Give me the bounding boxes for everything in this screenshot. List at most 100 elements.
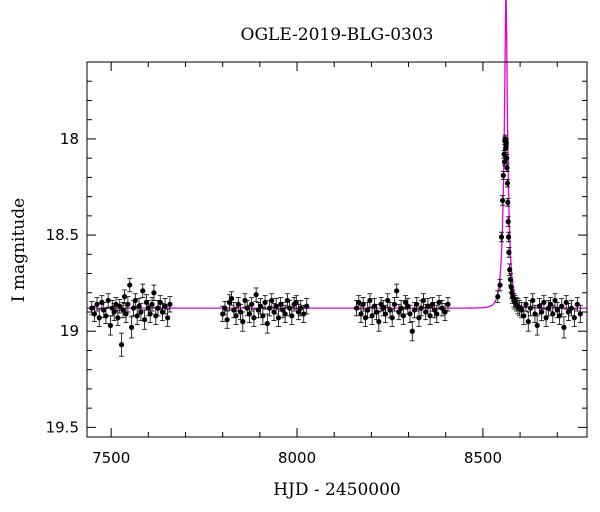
data-point — [120, 307, 126, 313]
data-point — [547, 301, 554, 307]
data-point — [398, 305, 404, 311]
data-point — [115, 315, 121, 321]
data-point — [407, 311, 413, 317]
data-point — [400, 313, 406, 319]
data-point — [396, 309, 402, 315]
data-point — [423, 309, 429, 315]
data-point — [140, 288, 146, 294]
data-point — [255, 307, 261, 313]
data-point — [264, 320, 270, 327]
data-point — [123, 311, 129, 317]
data-point — [162, 303, 168, 309]
data-point — [365, 307, 371, 313]
data-point — [293, 299, 299, 305]
data-point — [389, 315, 395, 321]
y-tick-label: 19.5 — [46, 418, 79, 436]
y-axis-label: I magnitude — [9, 198, 29, 302]
plot-frame — [86, 61, 588, 438]
model-line — [87, 0, 587, 309]
data-point — [127, 282, 133, 288]
data-point — [416, 315, 422, 321]
data-point — [559, 303, 565, 309]
model-curve — [87, 0, 587, 309]
data-point — [233, 313, 239, 319]
data-point — [561, 324, 567, 330]
chart-title: OGLE-2019-BLG-0303 — [241, 25, 434, 45]
data-point — [518, 307, 525, 313]
data-point — [504, 155, 510, 161]
data-point — [497, 282, 503, 288]
data-point — [565, 309, 572, 315]
data-point — [246, 311, 253, 317]
data-point — [414, 301, 420, 307]
data-point — [105, 297, 111, 304]
data-point — [431, 307, 438, 313]
data-point — [420, 297, 427, 304]
data-point — [280, 307, 286, 313]
data-point — [109, 305, 115, 311]
data-point — [136, 303, 142, 309]
data-point — [367, 297, 373, 304]
data-point — [541, 299, 547, 305]
x-tick-label: 8000 — [278, 449, 316, 467]
data-point — [506, 249, 512, 255]
data-point — [356, 299, 362, 305]
data-point — [304, 303, 310, 309]
data-point — [262, 299, 268, 305]
x-tick-label: 7500 — [92, 449, 130, 467]
data-point — [220, 311, 226, 317]
data-point — [536, 303, 543, 309]
data-point — [507, 267, 513, 273]
data-point — [96, 315, 102, 321]
axis-ticks — [87, 61, 587, 437]
data-point — [229, 295, 235, 302]
data-point — [382, 311, 389, 317]
data-point — [409, 328, 415, 334]
y-tick-label: 18.5 — [46, 226, 79, 244]
data-point — [550, 311, 556, 317]
data-point — [532, 311, 538, 317]
data-point — [287, 305, 293, 311]
data-point — [147, 311, 153, 317]
data-point — [94, 301, 100, 307]
data-point — [165, 315, 171, 321]
data-point — [505, 234, 512, 240]
data-point — [224, 317, 230, 323]
data-point — [498, 234, 505, 240]
data-point — [226, 299, 232, 305]
data-point — [298, 305, 304, 311]
data-point — [89, 305, 95, 311]
y-tick-label: 18 — [60, 130, 79, 148]
data-point — [260, 313, 266, 319]
data-point — [157, 299, 163, 305]
data-point — [495, 294, 501, 300]
data-point — [360, 301, 366, 307]
data-point — [159, 309, 166, 315]
data-point — [295, 309, 302, 315]
data-point — [574, 301, 580, 307]
data-point — [439, 305, 445, 311]
data-point — [369, 313, 375, 319]
data-point — [500, 197, 506, 204]
data-point — [568, 305, 574, 311]
data-point — [167, 301, 173, 307]
data-point — [145, 305, 151, 311]
data-point — [378, 301, 384, 307]
data-point — [577, 311, 583, 317]
data-point — [387, 307, 393, 313]
data-point — [249, 301, 255, 307]
data-point — [411, 307, 418, 313]
data-point — [251, 315, 257, 321]
y-tick-label: 19 — [60, 322, 79, 340]
data-point — [504, 180, 511, 186]
data-point — [501, 151, 507, 157]
data-point — [117, 303, 123, 309]
data-point — [425, 303, 431, 309]
data-point — [434, 311, 440, 317]
data-point — [527, 305, 534, 311]
data-point — [222, 305, 228, 311]
data-point — [418, 305, 424, 311]
data-point — [504, 165, 510, 171]
data-point — [240, 319, 246, 325]
data-point — [271, 309, 277, 315]
